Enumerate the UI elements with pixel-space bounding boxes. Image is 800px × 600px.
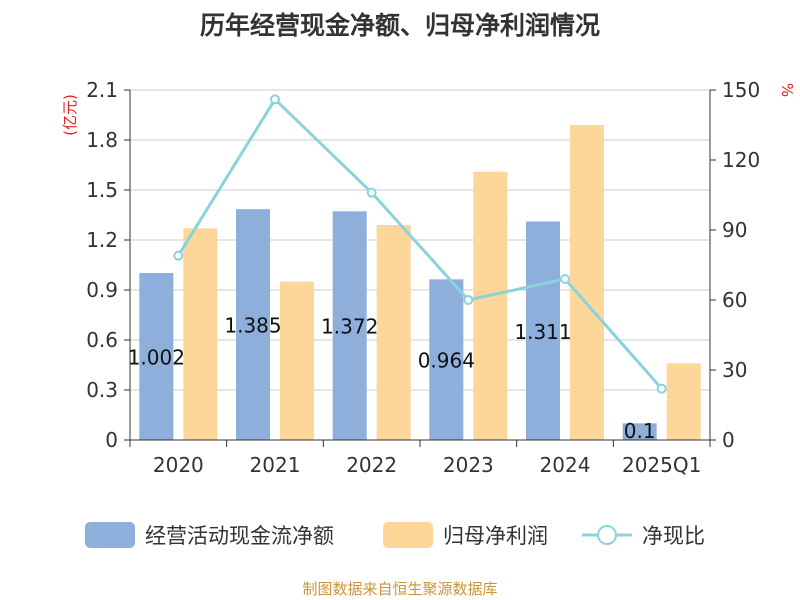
left-tick-label: 2.1 bbox=[86, 78, 118, 102]
legend-label-net-profit: 归母净利润 bbox=[443, 524, 548, 548]
footer-source: 制图数据来自恒生聚源数据库 bbox=[302, 580, 498, 598]
bar-cash-flow bbox=[332, 211, 367, 440]
right-tick-label: 30 bbox=[722, 358, 747, 382]
line-point bbox=[656, 383, 667, 394]
line-cash-ratio bbox=[177, 96, 663, 390]
left-tick-label: 0.3 bbox=[86, 378, 118, 402]
left-tick-label: 0 bbox=[105, 428, 118, 452]
bar-net-profit bbox=[473, 171, 508, 440]
bar-cash-flow bbox=[526, 221, 560, 440]
right-tick-label: 0 bbox=[722, 428, 735, 452]
right-tick-label: 120 bbox=[722, 148, 760, 172]
left-tick-label: 0.9 bbox=[86, 278, 118, 302]
left-tick-label: 0.6 bbox=[86, 328, 118, 352]
x-tick-label: 2025Q1 bbox=[622, 453, 701, 477]
data-label: 1.385 bbox=[224, 314, 281, 338]
right-axis-unit: % bbox=[778, 83, 796, 97]
bar-cash-flow bbox=[429, 279, 464, 440]
line-point bbox=[366, 187, 377, 198]
bar-cash-flow bbox=[236, 209, 270, 440]
left-tick-label: 1.2 bbox=[86, 228, 118, 252]
left-tick-label: 1.5 bbox=[86, 178, 118, 202]
chart-title: 历年经营现金净额、归母净利润情况 bbox=[199, 11, 600, 40]
data-label: 1.372 bbox=[321, 315, 378, 339]
x-tick-label: 2024 bbox=[540, 453, 591, 477]
x-tick-label: 2020 bbox=[153, 453, 204, 477]
bar-cash-flow bbox=[139, 273, 174, 440]
right-tick-label: 150 bbox=[722, 78, 760, 102]
right-tick-label: 60 bbox=[722, 288, 747, 312]
x-tick-label: 2021 bbox=[250, 453, 301, 477]
data-label: 0.1 bbox=[624, 419, 656, 443]
left-axis-unit: (亿元) bbox=[61, 94, 79, 136]
legend-marker-cash-ratio bbox=[597, 525, 617, 545]
legend-label-cash-ratio: 净现比 bbox=[642, 524, 705, 548]
legend-swatch-net-profit bbox=[383, 522, 433, 548]
right-tick-label: 90 bbox=[722, 218, 747, 242]
x-tick-label: 2022 bbox=[346, 453, 397, 477]
data-label: 1.311 bbox=[514, 320, 571, 344]
data-label: 0.964 bbox=[418, 349, 475, 373]
bar-net-profit bbox=[376, 225, 411, 440]
legend-swatch-cash-flow bbox=[85, 522, 135, 548]
legend-label-cash-flow: 经营活动现金流净额 bbox=[145, 524, 334, 548]
line-point bbox=[270, 94, 280, 105]
bar-net-profit bbox=[183, 228, 218, 440]
bar-net-profit bbox=[570, 125, 604, 440]
line-point bbox=[463, 295, 474, 305]
line-point bbox=[560, 274, 570, 284]
x-tick-label: 2023 bbox=[443, 453, 494, 477]
bar-net-profit bbox=[666, 363, 701, 440]
bar-net-profit bbox=[280, 281, 314, 440]
bar-cash-flow bbox=[622, 423, 657, 440]
left-tick-label: 1.8 bbox=[86, 128, 118, 152]
data-label: 1.002 bbox=[128, 346, 185, 370]
line-point bbox=[173, 250, 184, 261]
